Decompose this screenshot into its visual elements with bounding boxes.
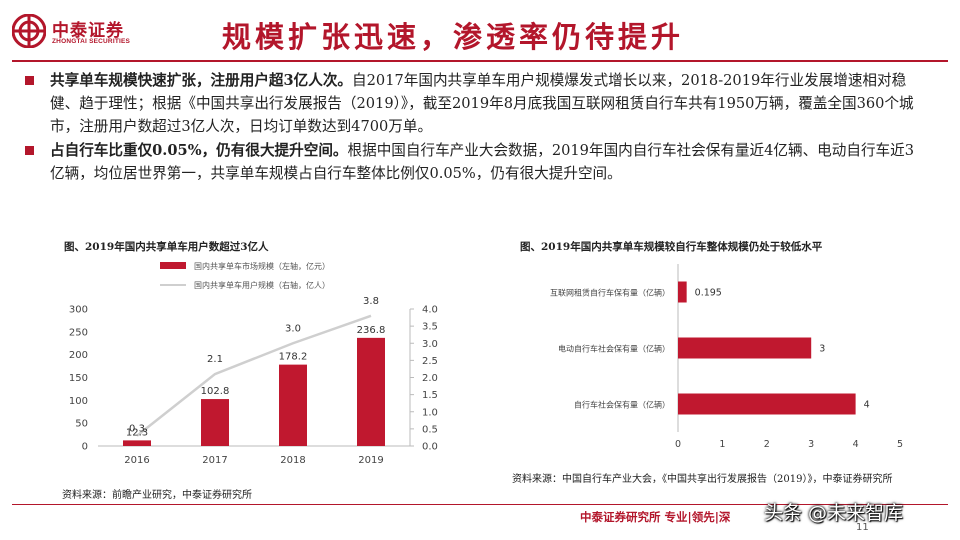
y-right-tick-label: 4.0 (422, 305, 438, 316)
y-left-tick-label: 50 (75, 419, 88, 430)
user-scale-line (136, 314, 372, 437)
category-label: 互联网租赁自行车保有量（亿辆） (550, 288, 670, 298)
bullet-paragraph-2: 占自行车比重仅0.05%，仍有很大提升空间。根据中国自行车产业大会数据，2019… (22, 139, 922, 185)
right-hbar-chart: 0 1 2 3 4 5 互联网租赁自行车保有量（亿辆） 0.195 电动自行车社会保有量（亿辆）… (550, 264, 903, 450)
y-left-tick-label: 200 (69, 350, 88, 361)
x-tick-label: 3 (808, 439, 814, 450)
logo-name-cn: 中泰证券 (52, 21, 124, 41)
bullet-list: 共享单车规模快速扩张，注册用户超3亿人次。自2017年国内共享单车用户规模爆发式… (22, 69, 922, 186)
bar-data-label: 236.8 (357, 325, 386, 336)
line-data-label: 2.1 (207, 354, 223, 365)
line-data-label: 3.8 (363, 296, 379, 307)
bullet-body: 根据中国自行车产业大会数据，2019年国内自行车社会保有量近4亿辆、电动自行车近… (50, 142, 915, 182)
y-right-tick-label: 3.0 (422, 339, 438, 350)
left-combo-chart: 国内共享单车市场规模（左轴，亿元） 国内共享单车用户规模（右轴，亿人） 0 50 100… (69, 261, 438, 466)
footer-divider (12, 504, 948, 505)
y-left-tick-label: 250 (69, 327, 88, 338)
y-right-tick-label: 1.0 (422, 407, 438, 418)
page-title: 规模扩张迅速，渗透率仍待提升 (222, 20, 685, 54)
category-label: 电动自行车社会保有量（亿辆） (558, 344, 670, 354)
x-tick-label: 5 (897, 439, 903, 450)
legend-label-bar: 国内共享单车市场规模（左轴，亿元） (194, 261, 330, 271)
watermark: 头条 @未来智库 (764, 502, 904, 524)
bar (123, 440, 151, 446)
title-divider (12, 60, 948, 62)
y-right-tick-label: 2.0 (422, 373, 438, 384)
x-tick-label: 4 (853, 439, 859, 450)
legend-label-line: 国内共享单车用户规模（右轴，亿人） (194, 280, 330, 290)
left-chart-source: 资料来源：前瞻产业研究，中泰证券研究所 (62, 490, 252, 501)
x-tick-label: 2 (764, 439, 770, 450)
y-right-tick-label: 0.0 (422, 442, 438, 453)
line-data-label: 3.0 (285, 323, 301, 334)
bar-data-label: 3 (819, 344, 825, 355)
y-right-tick-label: 0.5 (422, 424, 438, 435)
page-number: 11 (856, 522, 869, 533)
right-chart-source: 资料来源：中国自行车产业大会，《中国共享出行发展报告（2019）》，中泰证券研究… (512, 474, 893, 485)
right-chart-caption: 图、2019年国内共享单车规模较自行车整体规模仍处于较低水平 (520, 241, 823, 253)
bar-data-label: 178.2 (279, 352, 308, 363)
x-tick-label: 0 (675, 439, 681, 450)
y-left-tick-label: 0 (82, 442, 88, 453)
bullet-body: 自2017年国内共享单车用户规模爆发式增长以来，2018-2019年行业发展增速… (50, 72, 914, 135)
legend-swatch-bar (160, 262, 186, 269)
y-left-tick-label: 150 (69, 373, 88, 384)
y-left-tick-label: 100 (69, 396, 88, 407)
bar (678, 393, 856, 415)
line-data-label: 0.3 (129, 424, 145, 435)
y-right-tick-label: 3.5 (422, 322, 438, 333)
bar-data-label: 4 (864, 400, 870, 411)
y-right-tick-label: 2.5 (422, 356, 438, 367)
category-label: 自行车社会保有量（亿辆） (574, 400, 670, 410)
x-tick-label: 2018 (280, 455, 305, 466)
footer-text: 中泰证券研究所 专业|领先|深 (580, 510, 731, 524)
logo-mark-icon (12, 14, 46, 48)
bar-data-label: 0.195 (695, 288, 722, 299)
company-logo: 中泰证券 ZHONGTAI SECURITIES (12, 12, 152, 56)
x-tick-label: 2017 (202, 455, 227, 466)
left-chart-caption: 图、2019年国内共享单车用户数超过3亿人 (64, 241, 269, 253)
bar (678, 281, 687, 303)
y-left-tick-label: 300 (69, 305, 88, 316)
bullet-lead: 共享单车规模快速扩张，注册用户超3亿人次。 (50, 72, 353, 89)
bullet-square-icon (25, 146, 34, 155)
x-tick-label: 1 (719, 439, 725, 450)
y-right-tick-label: 1.5 (422, 390, 438, 401)
x-tick-label: 2019 (358, 455, 383, 466)
logo-name-en: ZHONGTAI SECURITIES (52, 38, 131, 45)
bullet-paragraph-1: 共享单车规模快速扩张，注册用户超3亿人次。自2017年国内共享单车用户规模爆发式… (22, 69, 922, 138)
bar-data-label: 12.3 (126, 427, 148, 438)
bullet-lead: 占自行车比重仅0.05%，仍有很大提升空间。 (50, 142, 348, 159)
x-tick-label: 2016 (124, 455, 149, 466)
bar (678, 337, 812, 359)
bar-data-label: 102.8 (201, 386, 230, 397)
bar (357, 337, 385, 446)
bar (279, 364, 307, 446)
bar (201, 399, 229, 446)
bullet-square-icon (25, 76, 34, 85)
